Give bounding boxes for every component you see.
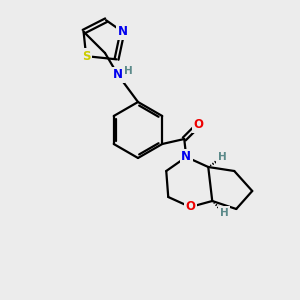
Text: H: H <box>218 152 226 162</box>
Text: N: N <box>117 25 128 38</box>
Text: O: O <box>193 118 203 131</box>
Text: S: S <box>82 50 90 63</box>
Text: H: H <box>220 208 229 218</box>
Text: H: H <box>124 66 132 76</box>
Text: O: O <box>185 200 195 214</box>
Text: N: N <box>113 68 123 82</box>
Text: N: N <box>181 151 191 164</box>
